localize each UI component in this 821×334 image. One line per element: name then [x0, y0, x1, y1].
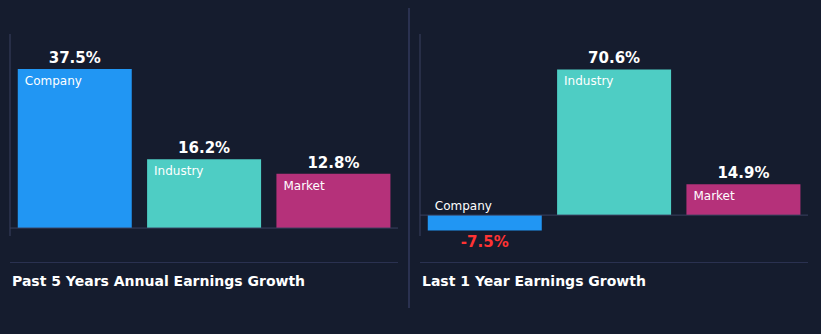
html-text:Last 1 Year Earnings Growth: Last 1 Year Earnings Growth — [422, 273, 646, 289]
svg-text:37.5%: 37.5% — [49, 49, 101, 67]
svg-text:Market: Market — [283, 179, 325, 193]
svg-text:70.6%: 70.6% — [588, 49, 640, 67]
html-text:Past 5 Years Annual Earnings G: Past 5 Years Annual Earnings Growth — [12, 273, 306, 289]
svg-text:Industry: Industry — [154, 164, 203, 178]
svg-text:Company: Company — [435, 199, 492, 213]
svg-text:Market: Market — [693, 189, 735, 203]
svg-text:Company: Company — [25, 74, 82, 88]
svg-text:12.8%: 12.8% — [307, 154, 359, 172]
svg-text:16.2%: 16.2% — [178, 139, 230, 157]
svg-text:-7.5%: -7.5% — [461, 233, 509, 251]
svg-text:14.9%: 14.9% — [717, 164, 769, 182]
svg-text:Industry: Industry — [564, 74, 613, 88]
